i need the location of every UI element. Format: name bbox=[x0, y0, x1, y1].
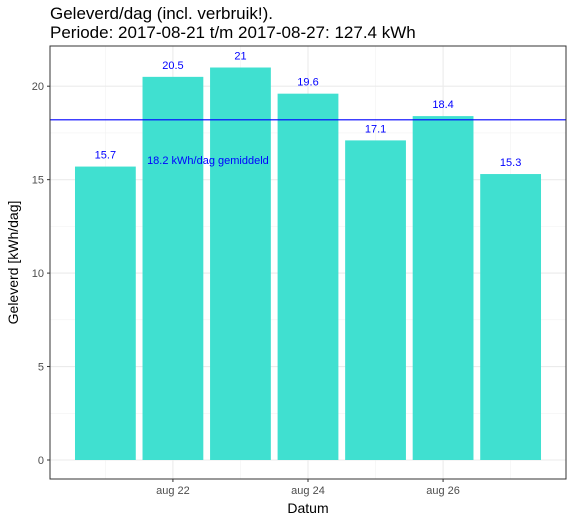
y-tick-label: 15 bbox=[32, 175, 44, 187]
data-label: 15.3 bbox=[500, 157, 521, 169]
x-axis-title: Datum bbox=[287, 500, 328, 516]
chart-subtitle: Periode: 2017-08-21 t/m 2017-08-27: 127.… bbox=[50, 23, 416, 42]
data-label: 21 bbox=[234, 51, 246, 63]
reference-line-label: 18.2 kWh/dag gemiddeld bbox=[147, 155, 269, 167]
data-label: 19.6 bbox=[297, 77, 318, 89]
bar bbox=[345, 140, 406, 460]
bar bbox=[480, 174, 542, 460]
y-tick-label: 5 bbox=[38, 362, 44, 374]
x-tick-label: aug 26 bbox=[426, 485, 460, 497]
bar bbox=[74, 166, 136, 460]
y-tick-label: 0 bbox=[38, 455, 44, 467]
y-tick-label: 10 bbox=[32, 268, 44, 280]
bar bbox=[210, 67, 271, 460]
reference-line-group: 18.2 kWh/dag gemiddeld bbox=[50, 119, 566, 167]
bar bbox=[142, 76, 204, 460]
chart-title: Geleverd/dag (incl. verbruik!). bbox=[50, 4, 273, 23]
data-label: 18.4 bbox=[432, 99, 453, 111]
bar bbox=[277, 93, 339, 461]
data-label: 20.5 bbox=[162, 60, 183, 72]
bar bbox=[412, 116, 474, 460]
y-tick-label: 20 bbox=[32, 81, 44, 93]
data-label: 15.7 bbox=[95, 150, 116, 162]
data-labels: 15.7 20.5 21 19.6 17.1 18.4 15.3 bbox=[95, 51, 522, 170]
bars bbox=[74, 67, 542, 461]
x-tick-label: aug 22 bbox=[156, 485, 190, 497]
x-axis: aug 22 aug 24 aug 26 bbox=[156, 479, 460, 497]
x-tick-label: aug 24 bbox=[291, 485, 325, 497]
y-axis: 0 5 10 15 20 bbox=[32, 81, 50, 467]
y-axis-title: Geleverd [kWh/dag] bbox=[5, 201, 21, 325]
data-label: 17.1 bbox=[365, 123, 386, 135]
